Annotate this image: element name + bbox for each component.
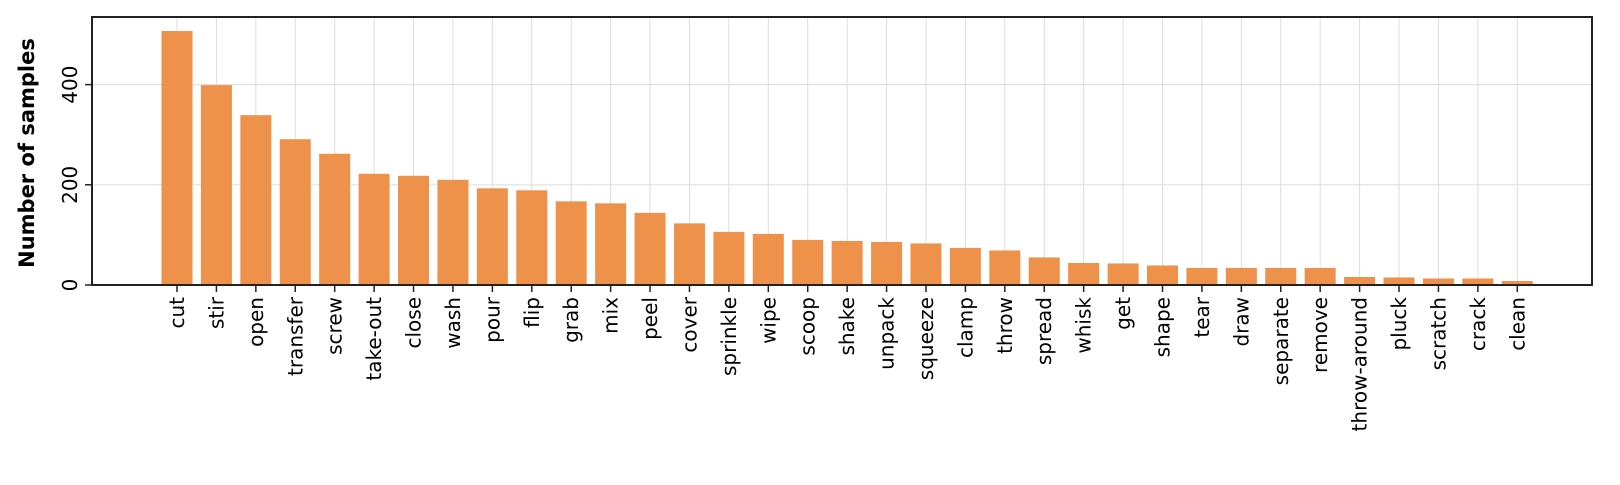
- x-tick-label-whisk: whisk: [1072, 297, 1096, 354]
- bar-cut: [161, 31, 193, 285]
- bar-separate: [1265, 267, 1297, 285]
- x-tick-label-shape: shape: [1151, 297, 1175, 357]
- y-axis-ticks: 0 200 400: [58, 66, 92, 292]
- bar-get: [1107, 263, 1139, 285]
- x-tick-label-screw: screw: [323, 297, 347, 355]
- bar-cover: [673, 223, 705, 285]
- x-tick-label-transfer: transfer: [283, 296, 307, 376]
- x-tick-label-remove: remove: [1308, 297, 1332, 373]
- x-tick-label-separate: separate: [1269, 297, 1293, 385]
- bar-peel: [634, 212, 666, 285]
- bar-shape: [1147, 265, 1178, 285]
- x-tick-label-pluck: pluck: [1387, 297, 1411, 351]
- bar-stir: [200, 85, 232, 285]
- bar-shake: [831, 240, 863, 285]
- x-tick-label-scratch: scratch: [1426, 297, 1450, 370]
- y-tick-label: 400: [58, 66, 82, 104]
- bar-scratch: [1422, 278, 1454, 285]
- y-axis-title: Number of samples: [15, 38, 39, 268]
- x-tick-label-cover: cover: [677, 296, 701, 352]
- x-tick-label-close: close: [402, 297, 426, 349]
- x-tick-label-tear: tear: [1190, 296, 1214, 337]
- bar-sprinkle: [713, 231, 745, 285]
- bar-scoop: [792, 239, 824, 285]
- bar-screw: [319, 153, 351, 285]
- bar-clean: [1501, 280, 1533, 285]
- x-tick-label-shake: shake: [835, 297, 859, 356]
- x-tick-label-clean: clean: [1505, 297, 1529, 351]
- bar-mix: [595, 203, 627, 285]
- x-tick-label-wash: wash: [441, 297, 465, 349]
- x-tick-label-flip: flip: [520, 297, 544, 328]
- x-tick-label-clamp: clamp: [953, 297, 977, 358]
- x-tick-label-stir: stir: [204, 296, 228, 329]
- bar-clamp: [949, 247, 981, 285]
- bar-crack: [1462, 278, 1494, 285]
- y-tick-label: 0: [58, 279, 82, 292]
- bar-spread: [1028, 257, 1060, 285]
- x-tick-label-take-out: take-out: [362, 297, 386, 381]
- x-tick-label-squeeze: squeeze: [914, 297, 938, 380]
- x-tick-label-draw: draw: [1229, 297, 1253, 347]
- bar-open: [240, 115, 272, 286]
- x-tick-label-cut: cut: [165, 297, 189, 329]
- x-tick-label-get: get: [1111, 297, 1135, 330]
- x-tick-label-pour: pour: [480, 296, 504, 343]
- bar-throw: [989, 250, 1021, 285]
- bar-tear: [1186, 267, 1218, 285]
- bar-draw: [1225, 267, 1257, 285]
- x-tick-label-throw: throw: [993, 297, 1017, 354]
- bars: [161, 31, 1533, 286]
- bar-wipe: [752, 233, 784, 285]
- x-tick-label-peel: peel: [638, 297, 662, 340]
- plot-frame: [91, 16, 1593, 286]
- bar-remove: [1304, 267, 1336, 285]
- bar-whisk: [1068, 262, 1100, 285]
- bar-pour: [476, 188, 508, 285]
- x-tick-label-unpack: unpack: [875, 297, 899, 370]
- bar-take-out: [358, 173, 390, 285]
- bar-grab: [555, 201, 587, 285]
- bar-close: [398, 175, 430, 285]
- y-tick-label: 200: [58, 166, 82, 204]
- x-tick-label-wipe: wipe: [756, 297, 780, 344]
- bar-pluck: [1383, 277, 1415, 285]
- bar-unpack: [871, 241, 903, 285]
- bar-throw-around: [1344, 276, 1376, 285]
- bar-wash: [437, 179, 469, 285]
- x-tick-label-mix: mix: [599, 297, 623, 334]
- x-tick-label-scoop: scoop: [796, 297, 820, 356]
- x-tick-label-crack: crack: [1466, 297, 1490, 351]
- bar-squeeze: [910, 243, 942, 285]
- bar-flip: [516, 190, 548, 285]
- x-tick-label-sprinkle: sprinkle: [717, 297, 741, 376]
- x-axis-ticks: cut stir open transfer screw take-out close was…: [165, 285, 1529, 431]
- x-tick-label-open: open: [244, 297, 268, 347]
- x-tick-label-throw-around: throw-around: [1348, 297, 1372, 431]
- x-tick-label-spread: spread: [1032, 297, 1056, 365]
- bar-transfer: [279, 139, 311, 285]
- x-tick-label-grab: grab: [559, 297, 583, 343]
